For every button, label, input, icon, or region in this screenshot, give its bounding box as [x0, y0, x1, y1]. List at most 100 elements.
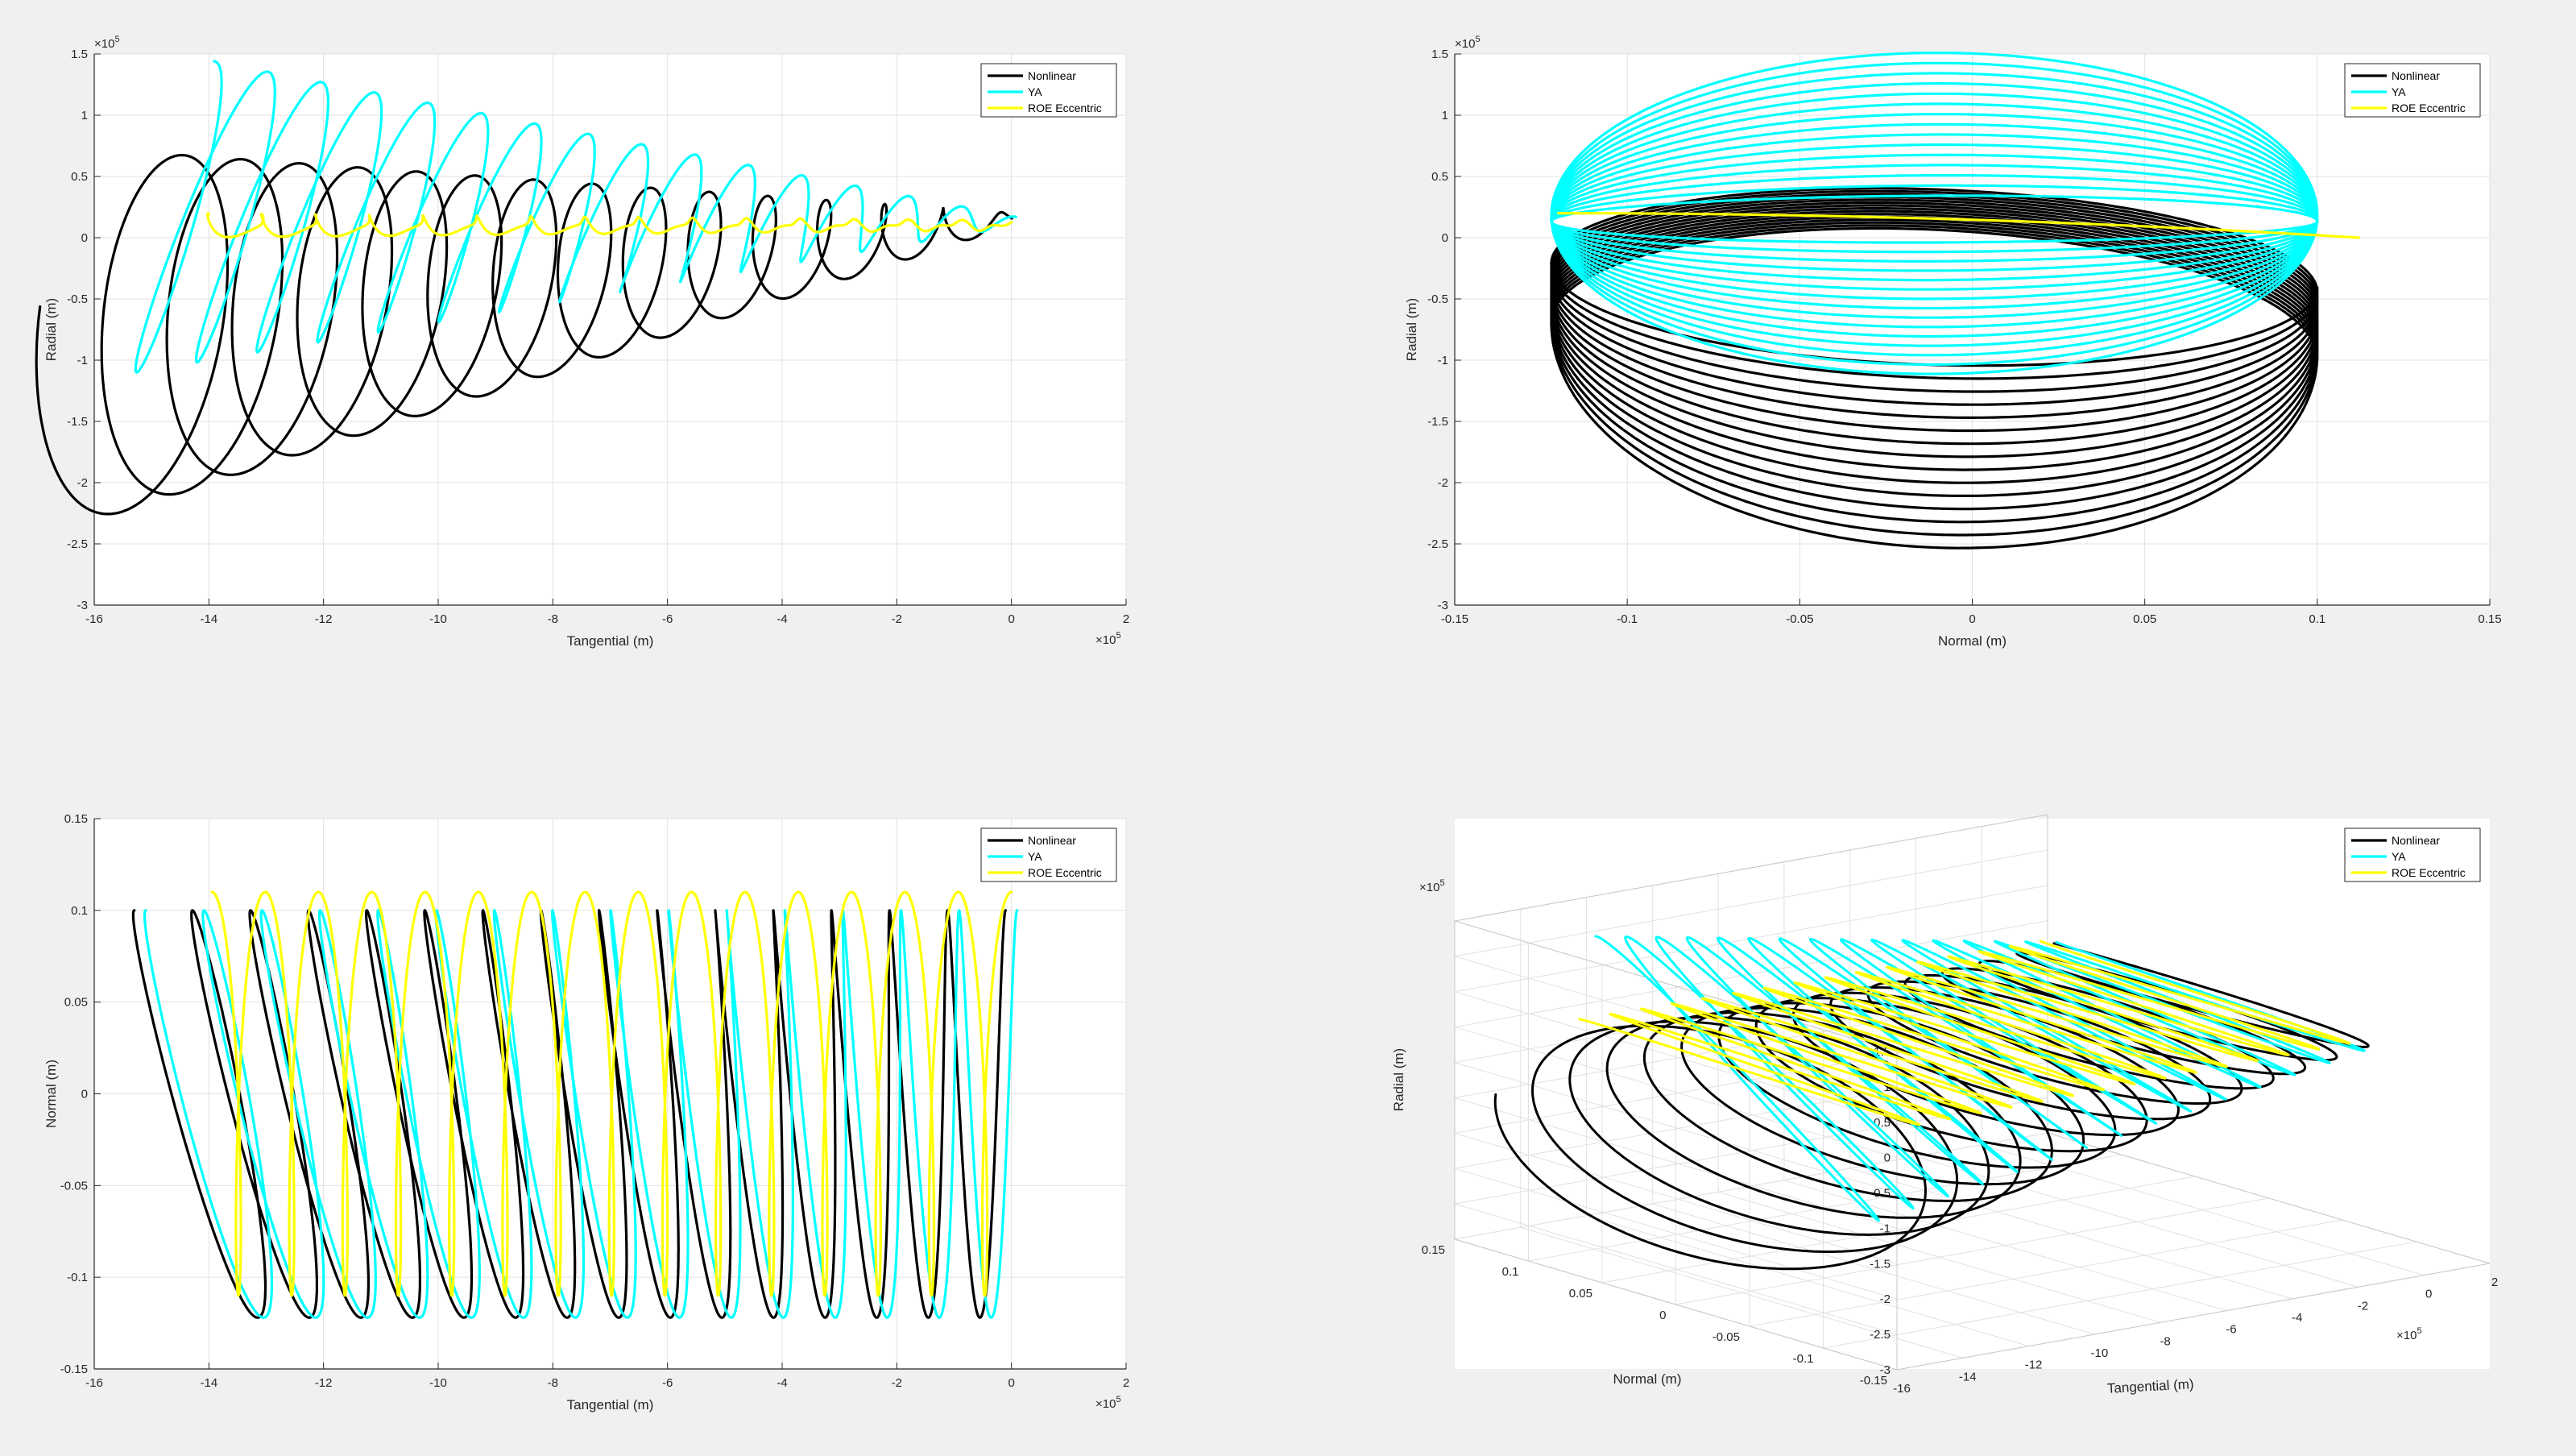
y-tick-label: -0.1: [1793, 1352, 1814, 1366]
y-axis-label: Normal (m): [43, 1060, 59, 1128]
y-tick-label: 0: [1442, 231, 1448, 245]
grid-line: [1454, 920, 2048, 1028]
chart-tangential-radial: -16 -14 -12 -10 -8 -6 -4 -2 0 2 -3 -2.5 -2 -1.5 -1 -0.5…: [35, 35, 1129, 649]
grid-line: [1454, 1132, 1898, 1264]
grid-line: [1454, 1097, 1898, 1229]
y-tick-label: 0.05: [64, 996, 88, 1010]
series-line-nonlinear: [1550, 187, 2319, 550]
x-tick-label: -8: [2160, 1334, 2170, 1348]
series-line-roe-eccentric: [1578, 940, 2351, 1126]
y-tick-label: -0.05: [1713, 1330, 1740, 1344]
x-tick-label: -8: [548, 1376, 558, 1390]
x-tick-label: -14: [1959, 1370, 1977, 1383]
series-line-nonlinear: [35, 153, 1013, 516]
series-line-ya: [1550, 51, 2319, 375]
y-tick-label: -1.5: [1427, 415, 1448, 429]
legend: Nonlinear YA ROE Eccentric: [980, 63, 1117, 118]
x-tick-label: 0.15: [2478, 612, 2501, 626]
legend-label: YA: [1028, 85, 1042, 98]
grid-line: [1823, 1241, 2417, 1349]
y-tick-label: -2: [1438, 476, 1448, 490]
x-tick-label: -2: [892, 612, 902, 626]
x-tick-label: -4: [777, 612, 787, 626]
y-tick-label: 0: [1659, 1309, 1666, 1322]
z-tick-label: -3: [1880, 1363, 1891, 1377]
legend-label: ROE Eccentric: [1028, 866, 1102, 879]
series-line-roe-eccentric: [210, 890, 1013, 1297]
y-exponent-label: ×105: [1455, 35, 1481, 51]
x-tick-label: 0: [1969, 612, 1975, 626]
legend-label: YA: [2392, 85, 2406, 98]
x-tick-label: -0.05: [1786, 612, 1813, 626]
box-edge: [2047, 1132, 2491, 1264]
z-tick-label: -1: [1880, 1222, 1891, 1235]
x-tick-label: -10: [429, 612, 447, 626]
y-tick-label: -0.15: [1860, 1374, 1887, 1388]
series-line-roe-eccentric: [1556, 212, 2360, 239]
y-axis-label: Radial (m): [1404, 298, 1419, 361]
x-tick-label: -16: [85, 1376, 103, 1390]
y-tick-label: 1.5: [71, 48, 88, 61]
x-axis-label: Tangential (m): [567, 633, 654, 649]
x-tick-label: -6: [2226, 1323, 2236, 1337]
y-tick-label: -0.1: [67, 1271, 88, 1284]
x-tick-label: 0: [1008, 1376, 1014, 1390]
x-tick-label: 2: [1123, 612, 1129, 626]
x-tick-label: -6: [662, 1376, 673, 1390]
y-tick-label: -1: [1438, 354, 1448, 367]
grid-line: [1454, 1062, 1898, 1194]
legend-label: ROE Eccentric: [2392, 102, 2466, 114]
x-tick-label: -4: [2292, 1311, 2302, 1325]
y-tick-label: 1: [81, 109, 88, 122]
legend-label: Nonlinear: [2392, 834, 2440, 847]
x-tick-label: -14: [200, 612, 217, 626]
x-tick-label: -6: [662, 612, 673, 626]
grid-line: [1454, 1203, 1898, 1335]
z-tick-label: -2.5: [1870, 1328, 1891, 1342]
grid-line: [1601, 1176, 2196, 1284]
series-line-ya: [1594, 935, 2366, 1222]
x-tick-label: -4: [777, 1376, 787, 1390]
x-tick-label: 0: [1008, 612, 1014, 626]
series-line-nonlinear: [131, 909, 1008, 1319]
box-edge: [1454, 1238, 1898, 1371]
y-tick-label: 0.5: [1431, 170, 1448, 184]
x-exponent-label: ×105: [1095, 631, 1121, 647]
legend: Nonlinear YA ROE Eccentric: [2344, 63, 2481, 118]
series-line-ya: [134, 60, 1017, 374]
series-line-roe-eccentric: [206, 212, 1013, 239]
y-tick-label: -0.05: [60, 1179, 88, 1193]
grid-line: [1675, 1197, 2269, 1305]
x-axis-label: Tangential (m): [567, 1397, 654, 1412]
x-tick-label: -14: [200, 1376, 217, 1390]
x-tick-label: 0: [2425, 1288, 2432, 1301]
y-tick-label: 0: [81, 1088, 88, 1101]
y-tick-label: 0.1: [1502, 1265, 1519, 1279]
grid-line: [1454, 1168, 1898, 1300]
x-tick-label: 2: [1123, 1376, 1129, 1390]
grid-line: [1749, 1219, 2343, 1327]
legend-label: Nonlinear: [1028, 834, 1076, 847]
legend: Nonlinear YA ROE Eccentric: [2344, 828, 2481, 882]
legend-label: ROE Eccentric: [1028, 102, 1102, 114]
x-axis-label: Tangential (m): [2106, 1376, 2194, 1396]
x-tick-label: -16: [1893, 1382, 1911, 1396]
x-tick-label: -12: [315, 1376, 333, 1390]
y-tick-label: -0.15: [60, 1363, 88, 1376]
legend: Nonlinear YA ROE Eccentric: [980, 828, 1117, 882]
y-axis-label: Normal (m): [1613, 1371, 1682, 1387]
y-tick-label: 1.5: [1431, 48, 1448, 61]
grid-line: [1454, 849, 2048, 957]
box-edge: [1454, 814, 2048, 922]
x-tick-label: -8: [548, 612, 558, 626]
series-line-ya: [143, 909, 1019, 1319]
y-tick-label: -1: [77, 354, 88, 367]
grid-line: [1454, 991, 1898, 1123]
x-tick-label: -10: [429, 1376, 447, 1390]
y-tick-label: -2: [77, 476, 88, 490]
y-tick-label: 0.1: [71, 904, 88, 918]
y-tick-label: -3: [1438, 599, 1448, 612]
legend-label: Nonlinear: [1028, 69, 1076, 82]
x-exponent-label: ×105: [2396, 1326, 2422, 1342]
x-tick-label: 0.05: [2133, 612, 2156, 626]
